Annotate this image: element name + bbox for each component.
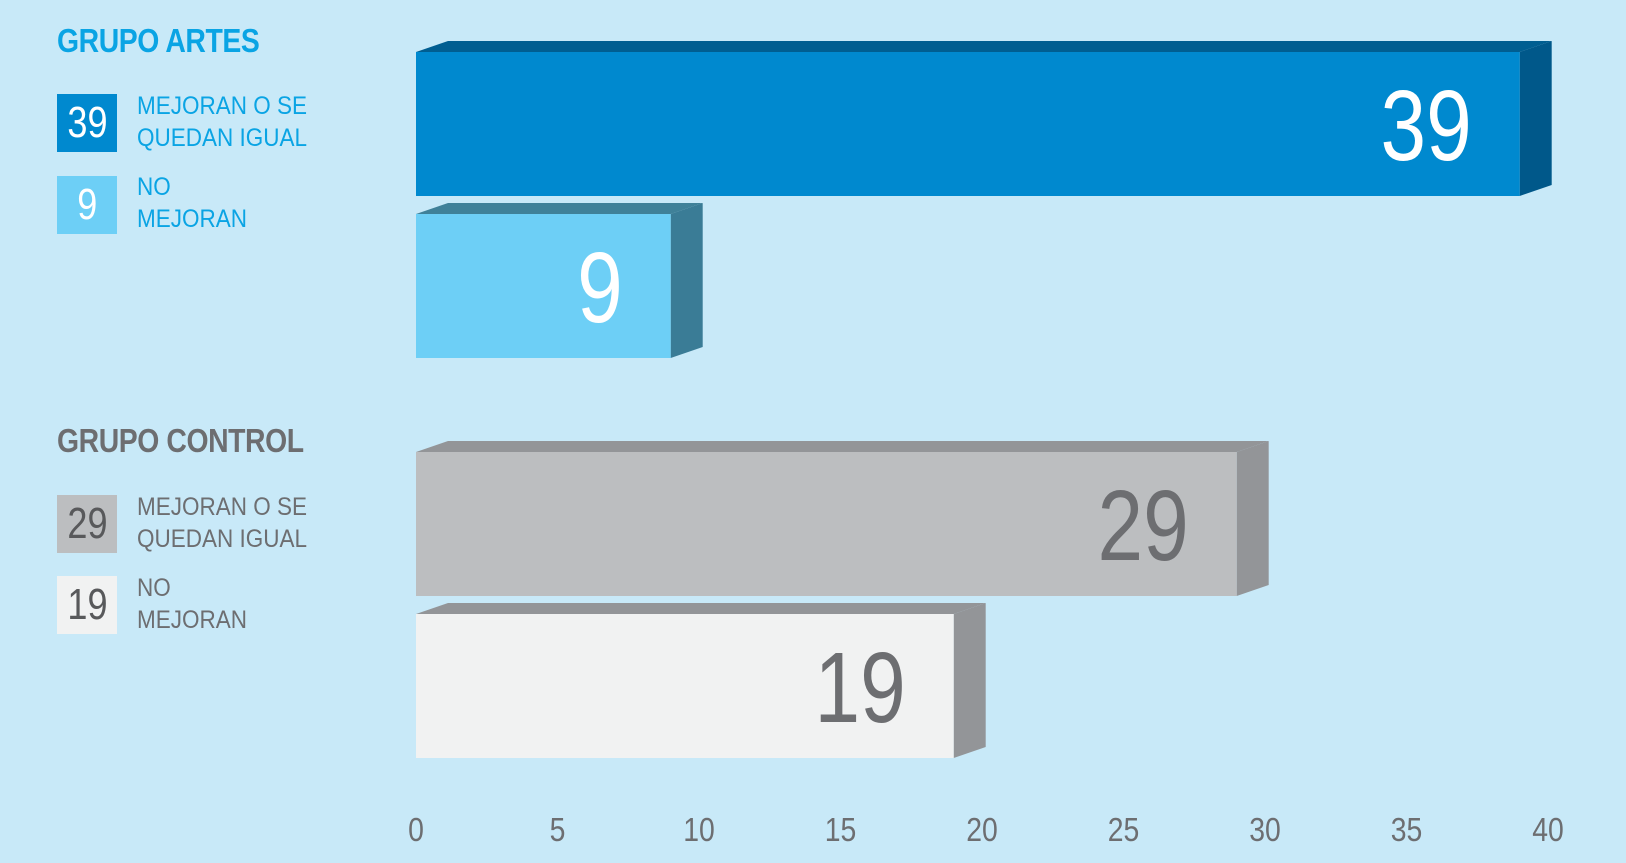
x-tick-label: 40 — [1532, 811, 1564, 849]
legend-label-control-mejoran: MEJORAN O SE QUEDAN IGUAL — [137, 493, 308, 553]
x-tick-label: 10 — [683, 811, 715, 849]
legend-swatch-control-mejoran: 29 — [57, 495, 117, 553]
legend-swatch-artes-no-mejoran: 9 — [57, 176, 117, 234]
legend-label-control-no-mejoran: NO MEJORAN — [137, 574, 248, 634]
bar-top-face — [416, 203, 703, 214]
bar-front-face — [416, 452, 1237, 596]
x-tick-label: 35 — [1391, 811, 1423, 849]
bars-layer: 39 9 29 19 — [416, 41, 1552, 758]
bar-side-face — [1519, 41, 1552, 196]
bar-control-no-mejoran: 19 — [416, 603, 986, 758]
x-axis: 0 5 10 15 20 25 30 35 40 — [408, 811, 1564, 849]
legend-value-control-no-mejoran: 19 — [66, 580, 108, 629]
bar-side-face — [670, 203, 703, 358]
x-tick-label: 5 — [550, 811, 566, 849]
bar-artes-mejoran: 39 — [416, 41, 1552, 196]
bar-control-mejoran: 29 — [416, 441, 1269, 596]
legend-label-artes-mejoran: MEJORAN O SE QUEDAN IGUAL — [137, 92, 308, 152]
x-tick-label: 15 — [825, 811, 857, 849]
bar-artes-no-mejoran: 9 — [416, 203, 703, 358]
bar-top-face — [416, 41, 1552, 52]
legend-value-artes-mejoran: 39 — [66, 98, 108, 147]
bar-value-label-artes-no-mejoran: 9 — [577, 232, 623, 344]
bar-side-face — [953, 603, 986, 758]
bar-top-face — [416, 603, 986, 614]
bar-front-face — [416, 214, 671, 358]
x-tick-label: 0 — [408, 811, 424, 849]
legend-title-control: GRUPO CONTROL — [57, 422, 304, 459]
bar-front-face — [416, 614, 954, 758]
legend-value-artes-no-mejoran: 9 — [76, 180, 98, 229]
legend-swatch-control-no-mejoran: 19 — [57, 576, 117, 634]
bar-side-face — [1236, 441, 1269, 596]
bar-front-face — [416, 52, 1520, 196]
bar-value-label-artes-mejoran: 39 — [1380, 70, 1471, 182]
legend-label-artes-no-mejoran: NO MEJORAN — [137, 173, 248, 233]
x-tick-label: 20 — [966, 811, 998, 849]
x-tick-label: 30 — [1249, 811, 1281, 849]
x-tick-label: 25 — [1108, 811, 1140, 849]
bar-value-label-control-no-mejoran: 19 — [814, 632, 905, 744]
legend-title-artes: GRUPO ARTES — [57, 22, 260, 59]
legend-value-control-mejoran: 29 — [66, 499, 108, 548]
bar-top-face — [416, 441, 1269, 452]
legend-swatch-artes-mejoran: 39 — [57, 94, 117, 152]
bar-value-label-control-mejoran: 29 — [1097, 470, 1188, 582]
